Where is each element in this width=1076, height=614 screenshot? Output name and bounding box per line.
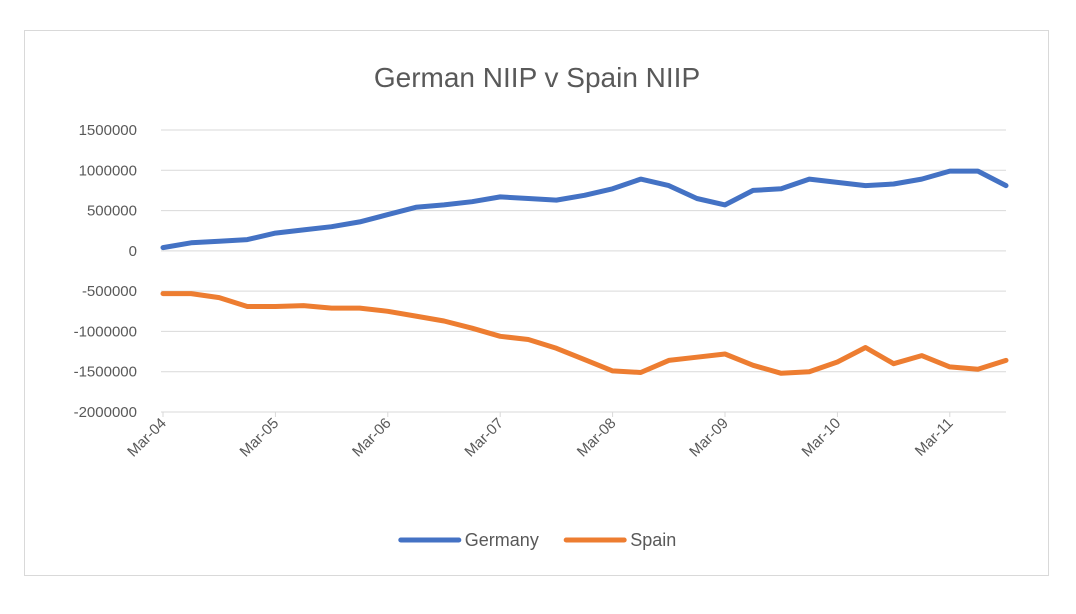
y-tick-label: -2000000 [74,404,137,421]
line-chart: German NIIP v Spain NIIP 1500000 1000000 5… [74,62,1009,550]
x-tick-label: Mar-06 [349,415,395,461]
y-tick-label: 500000 [87,203,137,220]
legend-label: Spain [630,530,676,550]
x-tick-label: Mar-09 [686,415,732,461]
chart-title: German NIIP v Spain NIIP [374,62,700,93]
series-line-germany [160,168,1009,251]
x-tick-label: Mar-07 [461,415,507,461]
x-axis: Mar-04 Mar-05 Mar-06 Mar-07 Mar-08 Mar-09 Mar-… [124,412,957,461]
y-tick-label: 1000000 [79,162,137,179]
x-tick-label: Mar-11 [912,415,957,460]
chart-frame: German NIIP v Spain NIIP 1500000 1000000 5… [24,30,1049,576]
legend-label: Germany [465,530,539,550]
y-tick-label: -1500000 [74,364,137,381]
series-line-spain [160,291,1009,376]
y-tick-label: 1500000 [79,122,137,139]
y-axis: 1500000 1000000 500000 0 -500000 -1000000 -150… [74,122,137,421]
legend: Germany Spain [398,530,676,550]
series-lines [160,168,1009,376]
x-tick-label: Mar-10 [799,415,845,461]
y-tick-label: -500000 [82,283,137,300]
x-tick-label: Mar-08 [574,415,620,461]
x-tick-label: Mar-05 [237,415,283,461]
y-tick-label: 0 [129,243,137,260]
x-tick-label: Mar-04 [124,415,170,461]
gridlines [161,129,1006,413]
y-tick-label: -1000000 [74,323,137,340]
legend-item-spain: Spain [563,530,676,550]
legend-item-germany: Germany [398,530,539,550]
